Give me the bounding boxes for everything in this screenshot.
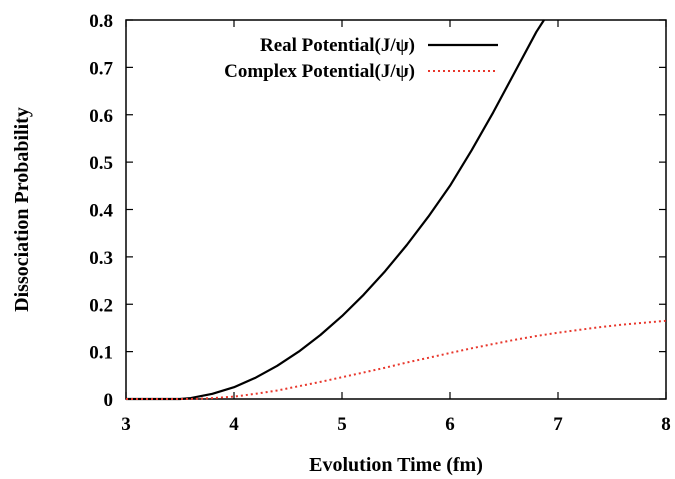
y-tick-label: 0.2: [89, 295, 113, 316]
y-axis: 0 0.1 0.2 0.3 0.4 0.5 0.6 0.7 0.8: [89, 11, 666, 411]
y-tick-label: 0: [104, 390, 114, 411]
y-tick-label: 0.1: [89, 343, 113, 364]
y-tick-label: 0.8: [89, 11, 113, 32]
y-tick-label: 0.4: [89, 201, 113, 222]
x-tick-label: 3: [121, 414, 131, 435]
y-tick-label: 0.7: [89, 58, 113, 79]
series-layer: [126, 19, 667, 401]
legend-label-1: Complex Potential(J/ψ): [224, 61, 415, 82]
x-tick-label: 4: [229, 414, 239, 435]
legend: Real Potential(J/ψ) Complex Potential(J/ψ…: [224, 35, 498, 82]
x-tick-label: 6: [445, 414, 455, 435]
x-axis-label: Evolution Time (fm): [309, 454, 483, 476]
x-tick-label: 7: [553, 414, 563, 435]
x-axis: 3 4 5 6 7 8: [121, 20, 671, 435]
y-tick-label: 0.5: [89, 153, 113, 174]
y-axis-label: Dissociation Probability: [11, 107, 33, 312]
y-tick-label: 0.3: [89, 248, 113, 269]
series-line-1: [126, 319, 667, 400]
x-tick-label: 8: [661, 414, 671, 435]
legend-label-0: Real Potential(J/ψ): [260, 35, 415, 56]
series-line-0: [126, 19, 545, 401]
y-tick-label: 0.6: [89, 106, 113, 127]
x-tick-label: 5: [337, 414, 347, 435]
